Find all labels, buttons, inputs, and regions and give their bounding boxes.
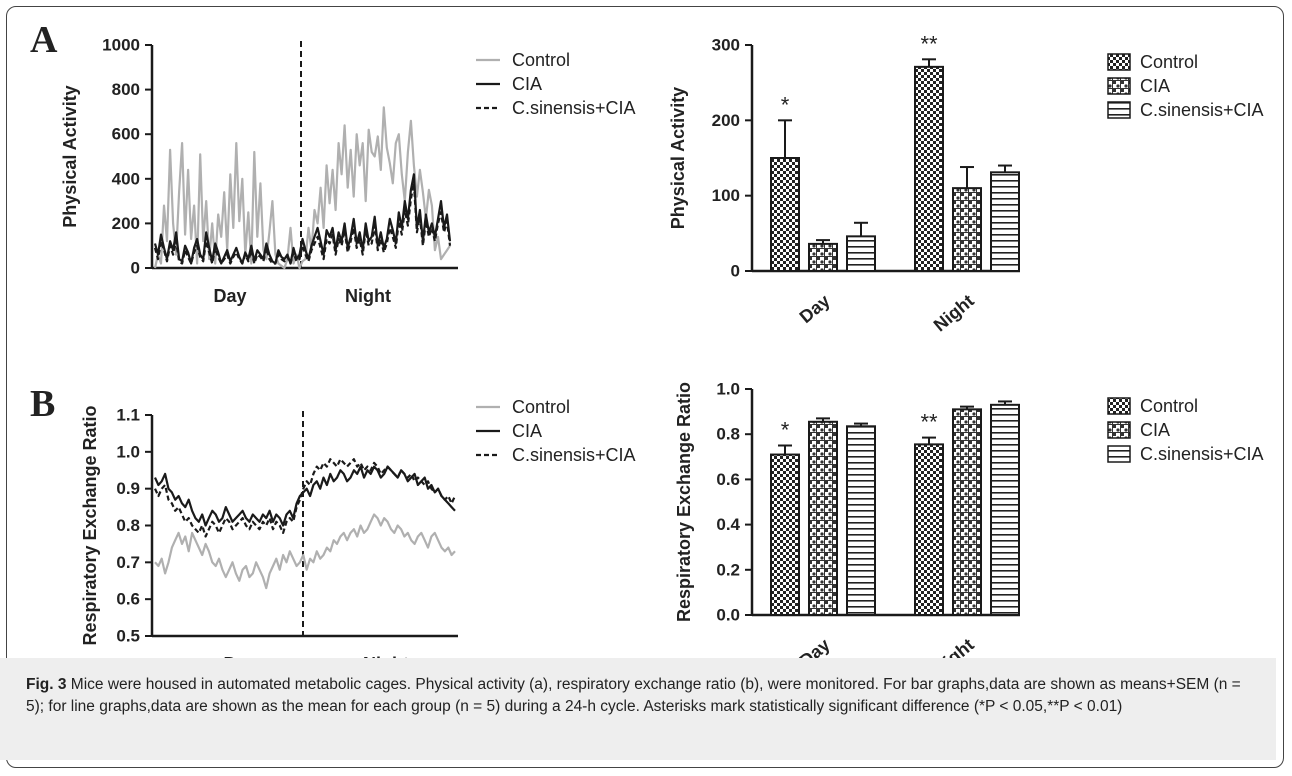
y-tick-label: 0.4 — [716, 515, 740, 534]
y-tick-label: 300 — [712, 36, 740, 55]
y-tick-label: 0 — [731, 262, 740, 281]
caption-label: Fig. 3 — [26, 676, 67, 693]
bar-check — [770, 157, 800, 272]
legend-label: CIA — [512, 74, 542, 94]
figure-frame — [6, 6, 1284, 768]
activity-line-chart: 0 200 400 600 800 1000 Physical Activity Day Nig… — [60, 36, 636, 307]
bar-check — [914, 65, 944, 272]
bar-wave — [808, 420, 838, 616]
rer-bar-chart: 0.0 0.2 0.4 0.6 0.8 1.0 Respiratory Exchange R… — [674, 380, 1264, 661]
significance-marker: * — [781, 92, 790, 117]
legend-swatch — [1107, 77, 1131, 95]
bar-check — [914, 443, 944, 616]
y-tick-label: 0.7 — [116, 553, 140, 572]
y-tick-label: 0.5 — [116, 627, 140, 646]
y-tick-label: 1.0 — [116, 442, 140, 461]
series-line-2 — [154, 458, 456, 538]
significance-marker: ** — [920, 410, 938, 435]
y-axis-label: Physical Activity — [60, 85, 80, 227]
significance-marker: * — [781, 418, 790, 443]
y-tick-label: 1.1 — [116, 406, 140, 425]
series-line-1 — [154, 465, 456, 527]
y-tick-label: 0.0 — [716, 606, 740, 625]
bar-hlines — [990, 171, 1020, 273]
panel-label-b: B — [30, 383, 56, 425]
y-tick-label: 200 — [112, 214, 140, 233]
x-category-label: Day — [796, 635, 834, 660]
figure-caption: Fig. 3 Mice were housed in automated met… — [26, 674, 1262, 718]
legend-label: CIA — [1140, 76, 1170, 96]
y-tick-label: 1000 — [102, 36, 140, 55]
bar-hlines — [846, 235, 876, 272]
bar-check — [770, 453, 800, 617]
legend-swatch — [1107, 101, 1131, 119]
legend-swatch — [1107, 397, 1131, 415]
legend-label: CIA — [512, 421, 542, 441]
y-tick-label: 400 — [112, 169, 140, 188]
legend-swatch — [1107, 53, 1131, 71]
y-tick-label: 100 — [712, 186, 740, 205]
legend-label: CIA — [1140, 420, 1170, 440]
bar-wave — [952, 187, 982, 272]
series-line-0 — [154, 513, 456, 590]
legend-label: C.sinensis+CIA — [1140, 444, 1264, 464]
y-tick-label: 200 — [712, 111, 740, 130]
y-axis-label: Respiratory Exchange Ratio — [674, 382, 694, 622]
legend-label: C.sinensis+CIA — [1140, 100, 1264, 120]
y-tick-label: 1.0 — [716, 380, 740, 399]
bar-wave — [952, 408, 982, 616]
y-axis-label: Respiratory Exchange Ratio — [80, 405, 100, 645]
x-category-label: Day — [213, 286, 246, 306]
y-tick-label: 0.2 — [716, 560, 740, 579]
significance-marker: ** — [920, 31, 938, 56]
legend-label: Control — [512, 50, 570, 70]
bar-hlines — [990, 403, 1020, 616]
bar-wave — [808, 242, 838, 273]
legend-label: C.sinensis+CIA — [512, 98, 636, 118]
panel-label-a: A — [30, 19, 58, 61]
x-category-label: Night — [363, 654, 409, 660]
series-line-0 — [153, 106, 451, 270]
legend-label: C.sinensis+CIA — [512, 445, 636, 465]
legend-swatch — [1107, 445, 1131, 463]
x-category-label: Day — [223, 654, 256, 660]
rer-line-chart: 0.5 0.6 0.7 0.8 0.9 1.0 1.1 Respiratory Exchang… — [80, 397, 636, 660]
y-tick-label: 0.6 — [116, 590, 140, 609]
x-category-label: Night — [930, 291, 978, 336]
y-tick-label: 0.8 — [116, 516, 140, 535]
y-axis-label: Physical Activity — [668, 87, 688, 229]
legend-label: Control — [1140, 396, 1198, 416]
x-category-label: Day — [796, 291, 834, 328]
caption-text: Mice were housed in automated metabolic … — [26, 676, 1241, 715]
y-tick-label: 600 — [112, 125, 140, 144]
legend-label: Control — [1140, 52, 1198, 72]
bar-hlines — [846, 425, 876, 617]
legend-swatch — [1107, 421, 1131, 439]
legend-label: Control — [512, 397, 570, 417]
x-category-label: Night — [345, 286, 391, 306]
y-tick-label: 0.8 — [716, 425, 740, 444]
y-tick-label: 800 — [112, 80, 140, 99]
x-category-label: Night — [930, 635, 978, 660]
y-tick-label: 0.9 — [116, 479, 140, 498]
caption-background — [0, 658, 1276, 760]
series-line-2 — [153, 182, 452, 265]
y-tick-label: 0.6 — [716, 470, 740, 489]
y-tick-label: 0 — [131, 259, 140, 278]
